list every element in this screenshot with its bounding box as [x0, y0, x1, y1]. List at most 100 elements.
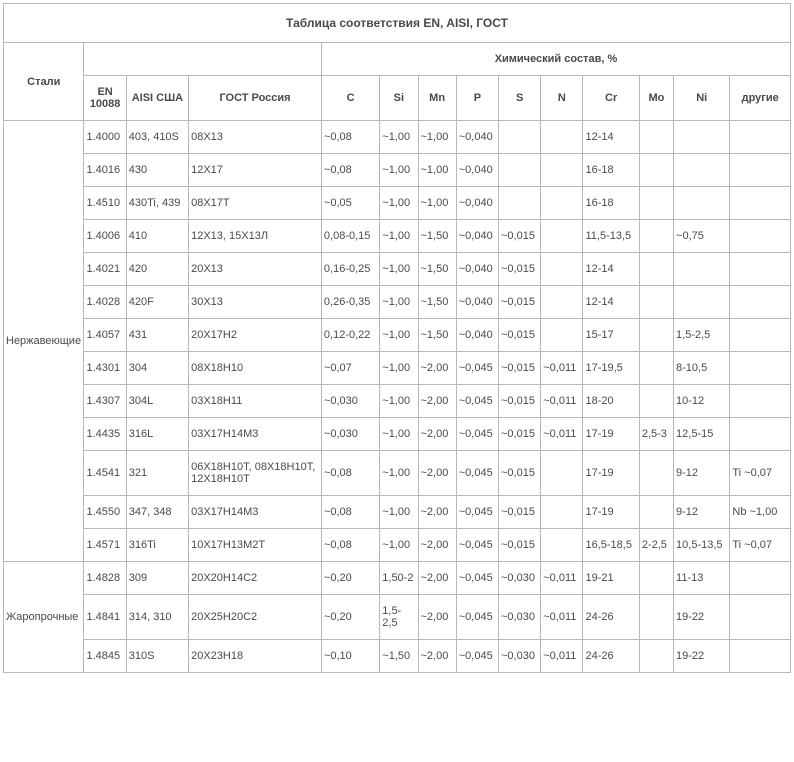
cell-other: Ti ~0,07: [730, 451, 791, 496]
cell-gost: 08Х17Т: [189, 187, 322, 220]
cell-S: ~0,015: [498, 418, 540, 451]
table-row: 1.400641012Х13, 15Х13Л0,08-0,15~1,00~1,5…: [4, 220, 791, 253]
cell-other: Ti ~0,07: [730, 529, 791, 562]
col-N: N: [541, 76, 583, 121]
cell-Mn: ~2,00: [418, 562, 456, 595]
cell-gost: 08Х18Н10: [189, 352, 322, 385]
cell-C: 0,26-0,35: [321, 286, 379, 319]
cell-N: [541, 154, 583, 187]
cell-Mo: 2-2,5: [639, 529, 673, 562]
cell-Mn: ~1,50: [418, 220, 456, 253]
cell-aisi: 430: [126, 154, 188, 187]
cell-Cr: 12-14: [583, 286, 639, 319]
cell-Mo: [639, 595, 673, 640]
cell-en: 1.4301: [84, 352, 126, 385]
col-aisi: AISI США: [126, 76, 188, 121]
cell-Si: ~1,00: [380, 385, 418, 418]
cell-gost: 03Х17Н14М3: [189, 496, 322, 529]
cell-N: [541, 451, 583, 496]
cell-other: [730, 319, 791, 352]
cell-gost: 20Х25Н20С2: [189, 595, 322, 640]
cell-aisi: 314, 310: [126, 595, 188, 640]
cell-S: ~0,030: [498, 640, 540, 673]
group-cell: Жаропрочные: [4, 562, 84, 673]
col-en: EN 10088: [84, 76, 126, 121]
cell-Mn: ~1,00: [418, 187, 456, 220]
cell-Mn: ~2,00: [418, 451, 456, 496]
cell-other: [730, 595, 791, 640]
cell-Si: ~1,00: [380, 451, 418, 496]
cell-P: ~0,040: [456, 286, 498, 319]
cell-Cr: 17-19: [583, 418, 639, 451]
cell-Mn: ~1,50: [418, 253, 456, 286]
cell-en: 1.4307: [84, 385, 126, 418]
cell-S: ~0,015: [498, 496, 540, 529]
cell-Si: ~1,00: [380, 253, 418, 286]
cell-S: [498, 187, 540, 220]
cell-N: ~0,011: [541, 352, 583, 385]
cell-en: 1.4550: [84, 496, 126, 529]
cell-Cr: 17-19: [583, 496, 639, 529]
cell-C: 0,12-0,22: [321, 319, 379, 352]
col-Si: Si: [380, 76, 418, 121]
cell-N: ~0,011: [541, 562, 583, 595]
cell-N: ~0,011: [541, 418, 583, 451]
cell-Mo: [639, 187, 673, 220]
cell-gost: 20Х23Н18: [189, 640, 322, 673]
cell-P: ~0,045: [456, 595, 498, 640]
cell-en: 1.4057: [84, 319, 126, 352]
cell-Ni: [674, 187, 730, 220]
cell-gost: 08Х13: [189, 121, 322, 154]
cell-Ni: 11-13: [674, 562, 730, 595]
col-S: S: [498, 76, 540, 121]
table-row: 1.401643012Х17~0,08~1,00~1,00~0,04016-18: [4, 154, 791, 187]
cell-S: ~0,015: [498, 352, 540, 385]
cell-gost: 20Х17Н2: [189, 319, 322, 352]
cell-S: ~0,015: [498, 529, 540, 562]
cell-Si: ~1,00: [380, 187, 418, 220]
cell-Cr: 16-18: [583, 187, 639, 220]
cell-S: ~0,015: [498, 220, 540, 253]
cell-N: [541, 121, 583, 154]
cell-Cr: 24-26: [583, 595, 639, 640]
cell-Si: ~1,00: [380, 220, 418, 253]
cell-other: [730, 352, 791, 385]
cell-Mo: [639, 496, 673, 529]
cell-Cr: 16-18: [583, 154, 639, 187]
cell-N: [541, 496, 583, 529]
cell-gost: 10Х17Н13М2Т: [189, 529, 322, 562]
cell-P: ~0,040: [456, 154, 498, 187]
cell-Mo: [639, 319, 673, 352]
cell-aisi: 304L: [126, 385, 188, 418]
cell-Mo: [639, 253, 673, 286]
cell-N: ~0,011: [541, 640, 583, 673]
table-row: 1.430130408Х18Н10~0,07~1,00~2,00~0,045~0…: [4, 352, 791, 385]
cell-other: [730, 154, 791, 187]
cell-C: 0,08-0,15: [321, 220, 379, 253]
cell-aisi: 403, 410S: [126, 121, 188, 154]
cell-S: ~0,015: [498, 385, 540, 418]
cell-C: ~0,030: [321, 385, 379, 418]
cell-P: ~0,040: [456, 121, 498, 154]
cell-P: ~0,040: [456, 253, 498, 286]
cell-Cr: 12-14: [583, 121, 639, 154]
cell-Mn: ~2,00: [418, 595, 456, 640]
cell-aisi: 310S: [126, 640, 188, 673]
cell-gost: 20Х13: [189, 253, 322, 286]
table-title: Таблица соответствия EN, AISI, ГОСТ: [4, 4, 791, 43]
cell-N: [541, 529, 583, 562]
cell-Cr: 18-20: [583, 385, 639, 418]
cell-Cr: 12-14: [583, 253, 639, 286]
cell-Cr: 15-17: [583, 319, 639, 352]
col-P: P: [456, 76, 498, 121]
cell-Cr: 17-19,5: [583, 352, 639, 385]
cell-Si: 1,50-2: [380, 562, 418, 595]
cell-Si: ~1,00: [380, 496, 418, 529]
table-row: 1.4435316L03Х17Н14М3~0,030~1,00~2,00~0,0…: [4, 418, 791, 451]
cell-Mn: ~1,00: [418, 154, 456, 187]
cell-gost: 06Х18Н10Т, 08Х18Н10Т, 12Х18Н10Т: [189, 451, 322, 496]
cell-Ni: 8-10,5: [674, 352, 730, 385]
cell-S: ~0,015: [498, 319, 540, 352]
cell-Ni: [674, 253, 730, 286]
cell-P: ~0,045: [456, 352, 498, 385]
